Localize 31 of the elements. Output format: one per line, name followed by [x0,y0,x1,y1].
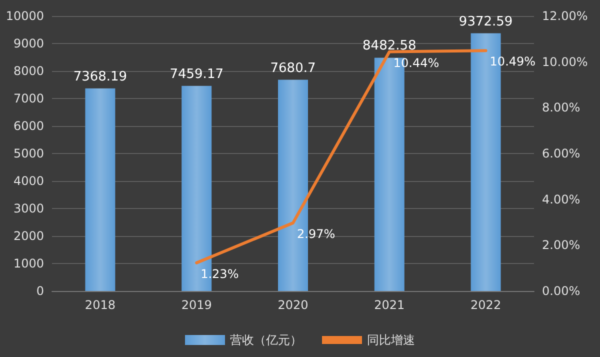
data-label: 8482.58 [362,38,416,54]
y2-tick-label: 4.00% [542,192,580,206]
y-tick-label: 0 [36,284,44,298]
x-tick-label: 2018 [84,298,116,312]
legend-label: 同比增速 [367,333,415,347]
x-tick-label: 2019 [181,298,212,312]
y-tick-label: 4000 [13,174,44,188]
y-tick-label: 10000 [6,9,44,23]
y2-tick-label: 2.00% [542,238,580,252]
y-tick-label: 7000 [13,92,44,106]
x-tick-label: 2020 [278,298,308,312]
data-label: 7680.7 [270,60,316,76]
y-tick-label: 1000 [13,256,44,270]
y2-tick-label: 8.00% [542,100,580,115]
data-label: 7368.19 [73,69,128,84]
y2-tick-label: 10.00% [542,54,588,69]
y-tick-label: 2000 [13,229,44,243]
x-tick-label: 2022 [470,298,502,312]
bar [85,88,116,291]
y2-tick-label: 12.00% [542,9,588,23]
y-tick-label: 9000 [13,36,44,50]
y2-tick-label: 6.00% [542,146,580,160]
y-tick-label: 6000 [13,119,44,133]
y-tick-label: 5000 [13,146,44,160]
y-tick-label: 3000 [13,202,44,216]
y-tick-label: 8000 [13,64,44,78]
legend-label: 营收（亿元） [230,333,302,347]
data-label: 9372.59 [458,14,513,30]
data-label: 7459.17 [170,66,224,82]
x-tick-label: 2021 [374,298,405,312]
y2-tick-label: 0.00% [542,284,580,298]
